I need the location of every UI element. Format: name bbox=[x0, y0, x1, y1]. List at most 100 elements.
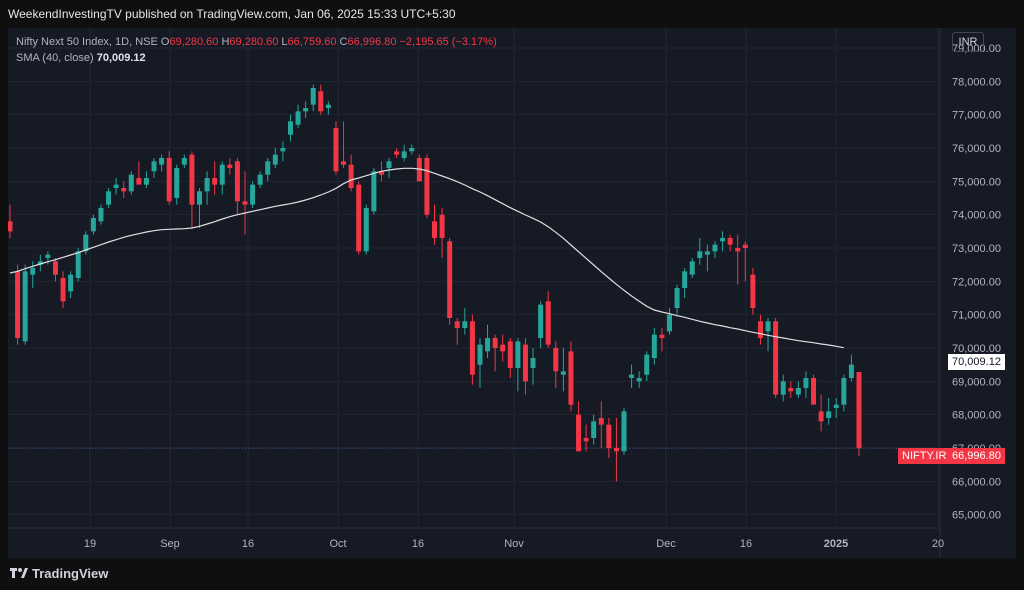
candle-body bbox=[841, 378, 847, 405]
y-tick-label: 68,000.00 bbox=[952, 410, 1001, 422]
candle-body bbox=[538, 304, 544, 338]
candle-body bbox=[166, 158, 172, 202]
publish-header: WeekendInvestingTV published on TradingV… bbox=[0, 0, 1024, 28]
close-value: 66,996.80 bbox=[347, 36, 397, 48]
candle-body bbox=[341, 161, 347, 165]
candle-body bbox=[757, 321, 763, 338]
candle-body bbox=[348, 164, 354, 188]
candle-body bbox=[106, 191, 112, 205]
y-tick-label: 71,000.00 bbox=[952, 310, 1001, 322]
candle-body bbox=[90, 218, 96, 232]
candle-body bbox=[780, 381, 786, 395]
candle-body bbox=[651, 334, 657, 358]
candle-body bbox=[394, 151, 400, 155]
symbol-name-tag: NIFTY.IR bbox=[898, 448, 951, 464]
candle-body bbox=[454, 321, 460, 328]
currency-button[interactable]: INR bbox=[952, 32, 984, 52]
candle-body bbox=[325, 104, 331, 108]
candle-body bbox=[530, 358, 536, 368]
chart-legend: Nifty Next 50 Index, 1D, NSE O69,280.60 … bbox=[16, 34, 497, 66]
candle-body bbox=[257, 174, 263, 185]
tradingview-logo[interactable]: TradingView bbox=[10, 566, 108, 581]
y-tick-label: 66,000.00 bbox=[952, 476, 1001, 488]
candle-body bbox=[818, 411, 824, 422]
candle-body bbox=[181, 158, 187, 165]
candle-body bbox=[159, 158, 165, 165]
candle-body bbox=[310, 88, 316, 105]
tradingview-logo-icon bbox=[10, 567, 28, 578]
candle-body bbox=[30, 268, 36, 275]
y-tick-label: 79,000.00 bbox=[952, 43, 1001, 55]
high-label: H bbox=[221, 36, 230, 48]
candle-body bbox=[659, 334, 665, 338]
candle-body bbox=[219, 164, 225, 185]
candle-body bbox=[773, 321, 779, 395]
candle-body bbox=[265, 161, 271, 175]
candle-body bbox=[333, 128, 339, 172]
candle-body bbox=[576, 414, 582, 452]
candle-body bbox=[234, 161, 240, 202]
candle-body bbox=[485, 338, 491, 352]
candle-body bbox=[477, 344, 483, 365]
candle-body bbox=[735, 248, 741, 252]
candle-body bbox=[37, 261, 43, 265]
change-value: −2,195.65 (−3.17%) bbox=[399, 36, 497, 48]
x-tick-label: 16 bbox=[412, 538, 424, 550]
y-tick-label: 76,000.00 bbox=[952, 143, 1001, 155]
candle-body bbox=[765, 321, 771, 332]
publish-text: WeekendInvestingTV published on TradingV… bbox=[8, 7, 456, 21]
candle-body bbox=[720, 238, 726, 242]
sma-line bbox=[9, 167, 844, 349]
sma-label: SMA (40, close) bbox=[16, 52, 94, 64]
candle-body bbox=[788, 388, 794, 392]
candle-body bbox=[371, 171, 377, 212]
candle-body bbox=[303, 108, 309, 112]
candle-body bbox=[136, 178, 142, 185]
sma-price-tag: 70,009.12 bbox=[948, 354, 1005, 370]
last-price-tag: 66,996.80 bbox=[948, 448, 1005, 464]
y-tick-label: 78,000.00 bbox=[952, 76, 1001, 88]
candle-body bbox=[750, 274, 756, 308]
candle-body bbox=[826, 411, 832, 418]
candlestick-chart[interactable]: 65,000.0066,000.0067,000.0068,000.0069,0… bbox=[8, 28, 1016, 558]
candle-body bbox=[250, 184, 256, 205]
y-tick-label: 75,000.00 bbox=[952, 176, 1001, 188]
y-tick-label: 65,000.00 bbox=[952, 510, 1001, 522]
candle-body bbox=[848, 364, 854, 378]
candle-body bbox=[500, 344, 506, 352]
candle-body bbox=[386, 161, 392, 168]
x-tick-label: 2025 bbox=[824, 538, 848, 550]
close-label: C bbox=[339, 36, 348, 48]
candle-body bbox=[60, 278, 66, 302]
low-label: L bbox=[281, 36, 288, 48]
candle-body bbox=[522, 344, 528, 382]
candle-body bbox=[591, 421, 597, 438]
candle-body bbox=[197, 191, 203, 205]
candle-body bbox=[83, 234, 89, 252]
tradingview-brand: TradingView bbox=[32, 566, 109, 581]
y-tick-label: 72,000.00 bbox=[952, 276, 1001, 288]
x-tick-label: 20 bbox=[932, 538, 944, 550]
chart-panel[interactable]: 65,000.0066,000.0067,000.0068,000.0069,0… bbox=[8, 28, 1016, 558]
candle-body bbox=[378, 171, 384, 175]
x-tick-label: Nov bbox=[504, 538, 524, 550]
low-value: 66,759.60 bbox=[287, 36, 337, 48]
candle-body bbox=[432, 221, 437, 238]
candle-body bbox=[803, 378, 809, 388]
candle-body bbox=[856, 371, 862, 449]
candle-body bbox=[689, 261, 695, 275]
candle-body bbox=[363, 208, 369, 252]
candle-body bbox=[515, 341, 521, 368]
candle-body bbox=[318, 91, 324, 112]
candle-body bbox=[356, 184, 362, 252]
candle-body bbox=[52, 261, 58, 275]
candle-body bbox=[416, 158, 422, 182]
candle-body bbox=[462, 321, 468, 328]
candle-body bbox=[8, 221, 13, 232]
candle-body bbox=[606, 424, 612, 448]
candle-body bbox=[613, 448, 619, 452]
candle-body bbox=[560, 371, 566, 375]
candle-body bbox=[439, 214, 445, 238]
candle-body bbox=[833, 404, 839, 408]
candle-body bbox=[113, 184, 119, 188]
